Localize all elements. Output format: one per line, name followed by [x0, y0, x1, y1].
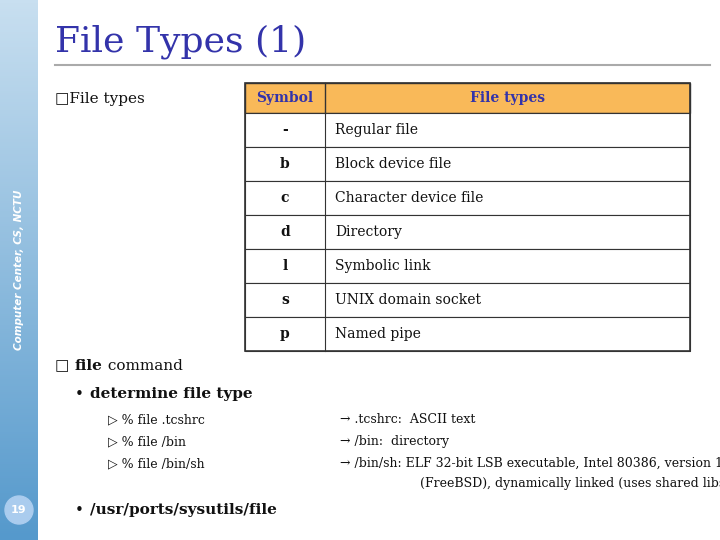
Bar [245, 147, 690, 181]
Text: UNIX domain socket: UNIX domain socket [335, 293, 481, 307]
Text: b: b [280, 157, 290, 171]
Text: □: □ [55, 359, 69, 373]
Text: Computer Center, CS, NCTU: Computer Center, CS, NCTU [14, 190, 24, 350]
Text: → /bin:  directory: → /bin: directory [340, 435, 449, 448]
Text: file: file [75, 359, 103, 373]
Text: d: d [280, 225, 290, 239]
Text: /usr/ports/sysutils/file: /usr/ports/sysutils/file [90, 503, 277, 517]
Text: → .tcshrc:  ASCII text: → .tcshrc: ASCII text [340, 413, 475, 426]
Bar [245, 181, 690, 215]
Text: ▷ % file /bin: ▷ % file /bin [108, 435, 210, 448]
Text: Block device file: Block device file [335, 157, 451, 171]
Text: c: c [281, 191, 289, 205]
Bar [245, 215, 690, 249]
Text: ▷ % file .tcshrc: ▷ % file .tcshrc [108, 413, 205, 426]
Bar [245, 317, 690, 351]
Text: •: • [75, 387, 84, 402]
Text: Character device file: Character device file [335, 191, 483, 205]
Bar [245, 113, 690, 147]
Text: File types: File types [470, 91, 545, 105]
Text: -: - [282, 123, 288, 137]
Bar [245, 83, 690, 113]
Circle shape [5, 496, 33, 524]
Text: s: s [281, 293, 289, 307]
Bar [245, 283, 690, 317]
Bar [245, 83, 690, 351]
Text: •: • [75, 503, 84, 518]
Text: 19: 19 [12, 505, 27, 515]
Bar [245, 249, 690, 283]
Text: p: p [280, 327, 290, 341]
Text: Named pipe: Named pipe [335, 327, 421, 341]
Text: Directory: Directory [335, 225, 402, 239]
Text: File Types (1): File Types (1) [55, 25, 306, 59]
Text: (FreeBSD), dynamically linked (uses shared libs), stripped: (FreeBSD), dynamically linked (uses shar… [340, 477, 720, 490]
Text: → /bin/sh: ELF 32-bit LSB executable, Intel 80386, version 1: → /bin/sh: ELF 32-bit LSB executable, In… [340, 457, 720, 470]
Text: command: command [103, 359, 183, 373]
Text: ▷ % file /bin/sh: ▷ % file /bin/sh [108, 457, 204, 470]
Text: l: l [282, 259, 287, 273]
Text: Regular file: Regular file [335, 123, 418, 137]
Text: □File types: □File types [55, 92, 145, 106]
Text: determine file type: determine file type [90, 387, 253, 401]
Text: Symbol: Symbol [256, 91, 314, 105]
Text: Symbolic link: Symbolic link [335, 259, 431, 273]
